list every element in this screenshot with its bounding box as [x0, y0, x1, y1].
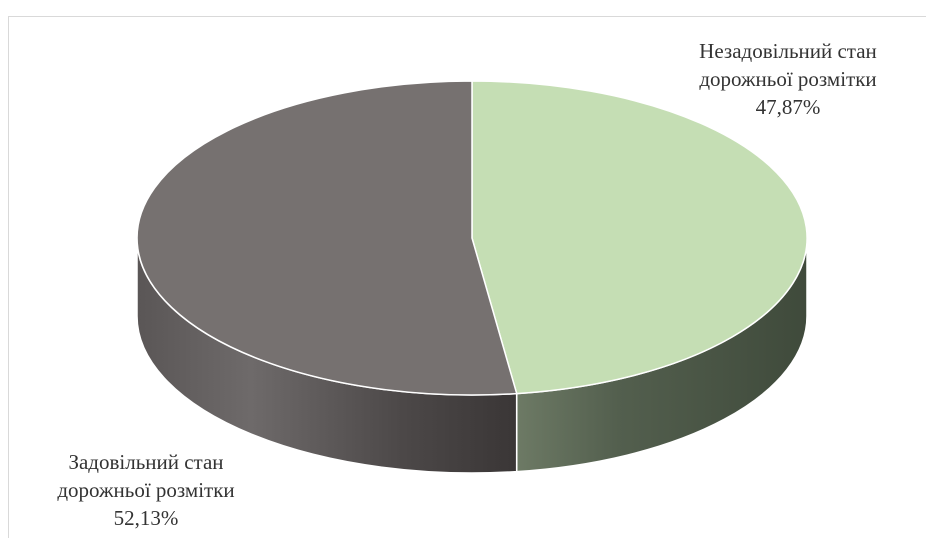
slice-value-unsatisfactory: 47,87% [756, 95, 821, 119]
slice-label-satisfactory-line1: Задовільний стан [68, 450, 223, 474]
pie-slice-top-1 [136, 80, 518, 396]
pie-slices [136, 80, 808, 474]
slice-value-satisfactory: 52,13% [114, 506, 179, 530]
slice-label-unsatisfactory-line2: дорожньої розмітки [699, 67, 876, 91]
slice-label-unsatisfactory: Незадовільний стан дорожньої розмітки 47… [699, 39, 877, 119]
slice-label-satisfactory-line2: дорожньої розмітки [57, 478, 234, 502]
slice-label-satisfactory: Задовільний стан дорожньої розмітки 52,1… [57, 450, 234, 530]
pie-slice-top-0 [471, 80, 808, 395]
slice-label-unsatisfactory-line1: Незадовільний стан [699, 39, 877, 63]
